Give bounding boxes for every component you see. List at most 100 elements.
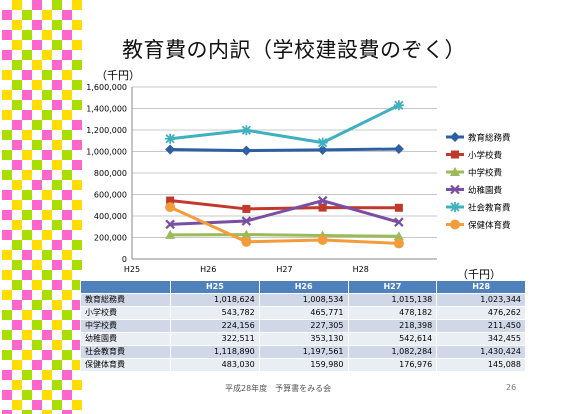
data-point	[165, 202, 176, 213]
decor-tile	[32, 80, 42, 90]
decor-tile	[42, 90, 52, 100]
decor-tile	[52, 80, 62, 90]
table-cell: 543,782	[170, 306, 260, 320]
data-point	[317, 137, 328, 148]
decor-tile	[52, 320, 62, 330]
decor-tile	[2, 210, 12, 220]
decor-tile	[12, 300, 22, 310]
data-point	[317, 144, 328, 155]
unit-label-top: （千円）	[96, 69, 140, 82]
decor-tile	[12, 0, 22, 10]
series-line	[170, 199, 400, 226]
decor-tile	[32, 20, 42, 30]
table-header-row: H25 H26 H27 H28	[80, 280, 526, 294]
decor-tile	[52, 360, 62, 370]
table-row: 教育総務費 1,018,624 1,008,534 1,015,138 1,02…	[80, 293, 526, 307]
decor-tile	[72, 180, 82, 190]
table-cell: 1,018,624	[170, 293, 260, 307]
decor-tile	[62, 230, 72, 240]
decor-tile	[52, 260, 62, 270]
decor-tile	[2, 190, 12, 200]
row-label: 幼稚園費	[80, 332, 171, 346]
decor-tile	[52, 140, 62, 150]
decor-tile	[72, 0, 82, 10]
decor-tile	[32, 220, 42, 230]
data-point	[450, 202, 460, 212]
decor-tile	[52, 40, 62, 50]
decor-tile	[62, 130, 72, 140]
y-tick-label: 1,200,000	[86, 126, 127, 135]
x-tick-label: H28	[353, 265, 369, 274]
decor-tile	[22, 70, 32, 80]
data-point	[165, 133, 176, 144]
decor-tile	[32, 260, 42, 270]
decor-tile	[22, 250, 32, 260]
decor-tile	[42, 310, 52, 320]
decor-tile	[72, 60, 82, 70]
decor-tile	[42, 150, 52, 160]
table-cell: 1,430,424	[436, 345, 526, 359]
decor-tile	[52, 300, 62, 310]
data-point	[241, 145, 252, 156]
decor-tile	[52, 180, 62, 190]
x-tick-label: H25	[124, 265, 140, 274]
table-cell: 465,771	[258, 306, 349, 320]
decor-tile	[72, 400, 82, 410]
data-point	[450, 167, 460, 176]
decor-tile	[2, 90, 12, 100]
data-table: H25 H26 H27 H28 教育総務費 1,018,624 1,008,53…	[80, 280, 526, 372]
legend-label: 小学校費	[468, 150, 503, 161]
series-line	[169, 199, 399, 211]
decor-tile	[22, 390, 32, 400]
decor-tile	[32, 280, 42, 290]
table-cell: 176,976	[347, 358, 438, 372]
decor-tile	[42, 390, 52, 400]
decor-tile	[72, 320, 82, 330]
legend-label: 中学校費	[468, 168, 503, 179]
table-cell: 1,197,561	[258, 345, 349, 359]
decor-tile	[42, 350, 52, 360]
plot-area: 0 200,000 400,000 600,000 800,000 1,000,000 1,…	[86, 83, 437, 274]
decor-tile	[12, 160, 22, 170]
row-label: 教育総務費	[80, 293, 171, 307]
legend-label: 社会教育費	[468, 203, 511, 214]
table-header-cell: H28	[436, 280, 526, 294]
y-tick-label: 400,000	[94, 212, 127, 221]
data-point	[393, 231, 404, 241]
decor-tile	[32, 40, 42, 50]
table-row: 保健体育費 483,030 159,980 176,976 145,088	[80, 358, 526, 372]
data-point	[394, 217, 404, 227]
decor-tile	[42, 30, 52, 40]
decor-tile	[42, 70, 52, 80]
decor-tile	[62, 30, 72, 40]
row-label: 中学校費	[80, 319, 171, 333]
decor-tile	[62, 250, 72, 260]
decor-tile	[62, 10, 72, 20]
y-tick-label: 1,000,000	[86, 148, 127, 157]
series-line	[170, 233, 399, 238]
decor-tile	[12, 60, 22, 70]
decor-tile	[62, 90, 72, 100]
data-point	[165, 229, 176, 239]
series	[165, 195, 404, 230]
decor-tile	[62, 390, 72, 400]
decor-tile	[52, 100, 62, 110]
decor-tile	[2, 170, 12, 180]
decor-tile	[62, 330, 72, 340]
decor-tile	[12, 240, 22, 250]
table-cell: 1,015,138	[347, 293, 438, 307]
legend-item: 社会教育費	[446, 202, 511, 214]
table-header-cell: H25	[170, 280, 260, 294]
series-line	[170, 147, 399, 153]
decor-tile	[52, 280, 62, 290]
decor-tile	[72, 100, 82, 110]
table-cell: 542,614	[347, 332, 438, 346]
decor-tile	[32, 300, 42, 310]
table-cell: 218,398	[347, 319, 438, 333]
decor-tile	[72, 80, 82, 90]
decor-tile	[12, 380, 22, 390]
decor-tile	[52, 400, 62, 410]
decor-tile	[62, 70, 72, 80]
